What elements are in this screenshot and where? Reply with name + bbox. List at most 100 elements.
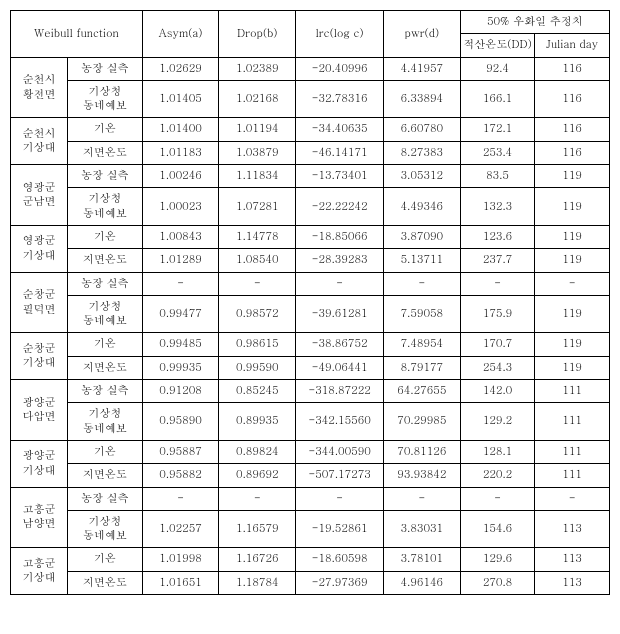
cell-drop: 1.16726 (219, 548, 296, 571)
cell-pwr: 3.87090 (383, 225, 460, 248)
region-2-b: 순창군기상대 (11, 333, 68, 380)
row-label: 기상청동네예보 (68, 80, 143, 118)
row-label: 기상청동네예보 (68, 510, 143, 548)
row-label: 기상청동네예보 (68, 295, 143, 333)
row-label: 농장 실측 (68, 165, 143, 188)
cell-dd: 254.3 (460, 356, 535, 379)
cell-asym: 1.01183 (142, 141, 219, 164)
cell-asym: 0.95887 (142, 440, 219, 463)
cell-pwr: 7.59058 (383, 295, 460, 333)
cell-drop: - (219, 487, 296, 510)
cell-lrc: -39.61281 (296, 295, 384, 333)
cell-drop: 1.03879 (219, 141, 296, 164)
cell-dd: - (460, 272, 535, 295)
cell-julian: 119 (535, 295, 610, 333)
cell-julian: 111 (535, 464, 610, 487)
cell-dd: - (460, 487, 535, 510)
cell-dd: 92.4 (460, 57, 535, 80)
row-label: 지면온도 (68, 141, 143, 164)
cell-julian: 119 (535, 225, 610, 248)
cell-dd: 128.1 (460, 440, 535, 463)
cell-lrc: -13.73401 (296, 165, 384, 188)
cell-pwr: 70.29985 (383, 403, 460, 441)
cell-pwr: 8.27383 (383, 141, 460, 164)
cell-asym: 1.02257 (142, 510, 219, 548)
cell-lrc: -507.17273 (296, 464, 384, 487)
cell-lrc: -27.97369 (296, 571, 384, 594)
cell-julian: - (535, 487, 610, 510)
cell-pwr: 3.78101 (383, 548, 460, 571)
cell-lrc: -22.22242 (296, 188, 384, 226)
cell-dd: 129.6 (460, 548, 535, 571)
cell-asym: - (142, 272, 219, 295)
cell-lrc: -19.52861 (296, 510, 384, 548)
cell-lrc: -318.87222 (296, 380, 384, 403)
cell-dd: 129.2 (460, 403, 535, 441)
cell-pwr: 70.81126 (383, 440, 460, 463)
cell-drop: 0.85245 (219, 380, 296, 403)
region-1-a: 영광군군남면 (11, 165, 68, 226)
cell-asym: 0.95882 (142, 464, 219, 487)
cell-dd: 83.5 (460, 165, 535, 188)
cell-lrc: -38.86752 (296, 333, 384, 356)
weibull-table: Weibull functionAsym(a)Drop(b)lrc(log c)… (10, 10, 610, 595)
cell-asym: 1.01289 (142, 249, 219, 272)
cell-asym: 1.01651 (142, 571, 219, 594)
cell-asym: 0.99935 (142, 356, 219, 379)
row-label: 기온 (68, 118, 143, 141)
header-weibull: Weibull function (11, 11, 143, 58)
header-fifty: 50% 우화일 추정치 (460, 11, 609, 34)
cell-lrc: - (296, 487, 384, 510)
region-0-b: 순천시기상대 (11, 118, 68, 165)
cell-drop: 0.89692 (219, 464, 296, 487)
cell-pwr: 5.13711 (383, 249, 460, 272)
cell-drop: 1.07281 (219, 188, 296, 226)
cell-dd: 253.4 (460, 141, 535, 164)
cell-dd: 166.1 (460, 80, 535, 118)
cell-lrc: -20.40996 (296, 57, 384, 80)
cell-asym: 0.95890 (142, 403, 219, 441)
cell-lrc: -344.00590 (296, 440, 384, 463)
cell-pwr: 4.96146 (383, 571, 460, 594)
cell-drop: 0.89935 (219, 403, 296, 441)
cell-asym: 1.01405 (142, 80, 219, 118)
cell-drop: 1.14778 (219, 225, 296, 248)
cell-drop: 0.99590 (219, 356, 296, 379)
header-julian: Julian day (535, 34, 610, 57)
region-2-a: 순창군필덕면 (11, 272, 68, 333)
region-3-b: 광양군기상대 (11, 440, 68, 487)
region-1-b: 영광군기상대 (11, 225, 68, 272)
cell-dd: 170.7 (460, 333, 535, 356)
row-label: 기온 (68, 440, 143, 463)
cell-drop: - (219, 272, 296, 295)
row-label: 지면온도 (68, 356, 143, 379)
cell-pwr: 64.27655 (383, 380, 460, 403)
cell-drop: 1.18784 (219, 571, 296, 594)
row-label: 지면온도 (68, 249, 143, 272)
cell-asym: - (142, 487, 219, 510)
row-label: 기온 (68, 225, 143, 248)
cell-julian: 113 (535, 548, 610, 571)
row-label: 지면온도 (68, 464, 143, 487)
cell-julian: 119 (535, 249, 610, 272)
row-label: 기온 (68, 333, 143, 356)
row-label: 농장 실측 (68, 380, 143, 403)
cell-pwr: - (383, 487, 460, 510)
cell-lrc: -34.40635 (296, 118, 384, 141)
cell-julian: 113 (535, 510, 610, 548)
cell-dd: 142.0 (460, 380, 535, 403)
cell-asym: 1.01400 (142, 118, 219, 141)
cell-julian: 119 (535, 333, 610, 356)
cell-pwr: 4.41957 (383, 57, 460, 80)
cell-julian: 111 (535, 380, 610, 403)
cell-lrc: -46.14171 (296, 141, 384, 164)
cell-dd: 270.8 (460, 571, 535, 594)
row-label: 기온 (68, 548, 143, 571)
header-asym: Asym(a) (142, 11, 219, 58)
cell-julian: 111 (535, 440, 610, 463)
cell-dd: 237.7 (460, 249, 535, 272)
cell-asym: 0.99477 (142, 295, 219, 333)
cell-asym: 1.02629 (142, 57, 219, 80)
cell-julian: 116 (535, 118, 610, 141)
cell-pwr: 7.48954 (383, 333, 460, 356)
